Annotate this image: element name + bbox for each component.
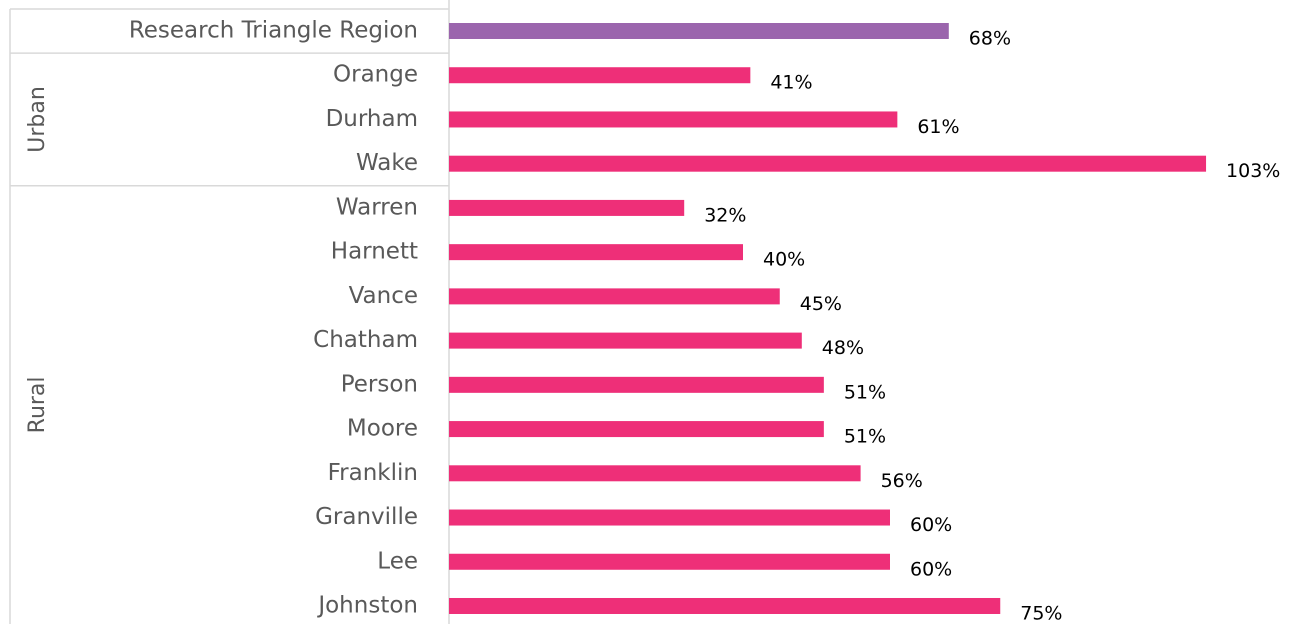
bar bbox=[449, 111, 898, 128]
category-label: Chatham bbox=[313, 327, 418, 353]
bar bbox=[449, 288, 780, 305]
value-label: 60% bbox=[910, 558, 952, 580]
category-label: Warren bbox=[336, 194, 418, 220]
group-label: Rural bbox=[25, 376, 50, 433]
bar bbox=[449, 421, 824, 438]
bar bbox=[449, 597, 1001, 614]
value-label: 51% bbox=[844, 381, 886, 403]
value-label: 75% bbox=[1020, 602, 1062, 624]
value-label: 32% bbox=[704, 204, 746, 226]
value-label: 40% bbox=[763, 249, 805, 271]
category-label: Franklin bbox=[328, 460, 418, 486]
category-label: Harnett bbox=[331, 239, 418, 265]
category-label: Lee bbox=[377, 548, 418, 574]
bar bbox=[449, 465, 861, 482]
value-label: 45% bbox=[800, 293, 842, 315]
value-label: 48% bbox=[822, 337, 864, 359]
value-label: 56% bbox=[881, 470, 923, 492]
category-label: Research Triangle Region bbox=[129, 18, 418, 44]
category-label: Durham bbox=[326, 106, 418, 132]
category-label: Wake bbox=[356, 150, 418, 176]
bar bbox=[449, 553, 890, 570]
bar bbox=[449, 332, 802, 349]
bar bbox=[449, 67, 751, 84]
category-label: Orange bbox=[333, 62, 418, 88]
bar bbox=[449, 244, 743, 261]
category-label: Person bbox=[341, 371, 418, 397]
group-label: Urban bbox=[25, 86, 50, 153]
category-label: Johnston bbox=[316, 592, 418, 618]
value-label: 103% bbox=[1226, 160, 1280, 182]
category-label: Moore bbox=[347, 416, 418, 442]
value-label: 51% bbox=[844, 426, 886, 448]
value-label: 61% bbox=[917, 116, 959, 138]
value-label: 60% bbox=[910, 514, 952, 536]
bar bbox=[449, 376, 824, 393]
bar bbox=[449, 155, 1207, 172]
bar bbox=[449, 23, 949, 39]
value-label: 68% bbox=[969, 28, 1011, 50]
bar bbox=[449, 199, 685, 216]
value-label: 41% bbox=[770, 72, 812, 94]
category-label: Vance bbox=[349, 283, 418, 309]
bar bbox=[449, 509, 890, 526]
category-label: Granville bbox=[315, 504, 418, 530]
